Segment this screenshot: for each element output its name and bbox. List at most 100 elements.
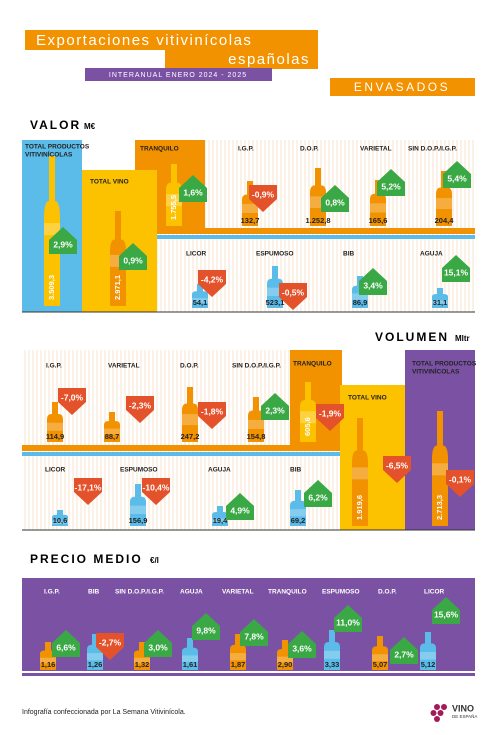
bottle: [300, 382, 316, 442]
item-label: ESPUMOSO: [256, 251, 294, 258]
up-badge: [443, 161, 471, 188]
item-label: TOTAL VINO: [90, 179, 129, 186]
item-label: I.G.P.: [46, 363, 62, 370]
bottle: [324, 630, 340, 670]
item-label: LICOR: [424, 589, 445, 596]
item-label: LICOR: [45, 467, 66, 474]
change: -10,4%: [143, 482, 170, 492]
logo-text: VINO: [452, 703, 474, 713]
bottle-label: [52, 520, 68, 524]
bottle-label: [166, 194, 182, 207]
logo-text: DE ESPAÑA: [452, 713, 477, 719]
down-badge: [198, 270, 226, 297]
bottle: [372, 636, 388, 670]
item-label: VARIETAL: [222, 589, 254, 596]
bottle: [104, 412, 120, 442]
bottle-label: [212, 518, 228, 523]
item-label: D.O.P.: [180, 363, 199, 370]
title-bar: [165, 50, 318, 69]
item-value: 204,4: [435, 216, 455, 225]
up-badge: [304, 480, 332, 507]
up-badge: [179, 175, 207, 202]
item-value: 1,87: [231, 660, 246, 669]
item-value: 5,12: [421, 660, 436, 669]
up-badge: [321, 185, 349, 212]
period: INTERANUAL ENERO 2024 - 2025: [109, 72, 247, 79]
bottle-label: [420, 651, 436, 660]
item-label: D.O.P.: [300, 146, 319, 153]
bottle: [44, 156, 60, 306]
down-badge: [316, 404, 344, 431]
change: -1,8%: [201, 406, 224, 416]
item-value: 1,61: [183, 660, 198, 669]
item-value: 2,90: [278, 660, 293, 669]
bottle: [230, 634, 246, 670]
bottle: [40, 642, 56, 670]
item-label: D.O.P.: [378, 589, 397, 596]
item-label: VITIVINÍCOLAS: [25, 150, 73, 159]
bottle-label: [310, 196, 326, 208]
bottle-label: [370, 203, 386, 213]
item-value: 1,32: [135, 660, 150, 669]
change: -0,1%: [449, 474, 472, 484]
bottle-label: [242, 203, 258, 213]
change: 2,3%: [265, 405, 285, 415]
change: 1,6%: [183, 187, 203, 197]
down-badge: [142, 478, 170, 505]
change: 6,6%: [56, 642, 76, 652]
item-value: 3,33: [325, 660, 340, 669]
change: 9,8%: [196, 625, 216, 635]
up-badge: [144, 630, 172, 657]
bottle-label: [130, 505, 146, 515]
bottle-label: [352, 467, 368, 480]
section-title: VALOR: [30, 118, 81, 132]
item-value: 31,1: [433, 298, 448, 307]
item-value: 19,4: [213, 516, 228, 525]
bottle: [436, 171, 452, 226]
down-badge: [126, 396, 154, 423]
section-title: PRECIO MEDIO: [30, 552, 143, 566]
down-badge: [58, 388, 86, 415]
up-badge: [49, 227, 77, 254]
bottle-label: [87, 653, 103, 661]
bottle-label: [230, 653, 246, 661]
down-badge: [198, 402, 226, 429]
bottle-label: [300, 411, 316, 424]
item-label: TOTAL VINO: [348, 395, 387, 402]
bottle-label: [372, 654, 388, 662]
up-badge: [334, 605, 362, 632]
up-badge: [432, 597, 460, 624]
bottle: [432, 411, 448, 526]
down-badge: [383, 456, 411, 483]
bottle: [182, 387, 198, 442]
item-label: TRANQUILO: [268, 589, 307, 596]
change: 4,9%: [230, 505, 250, 515]
bottle: [212, 506, 228, 526]
bottle: [248, 397, 264, 442]
down-badge: [446, 470, 474, 497]
change: 15,1%: [444, 267, 469, 277]
item-value: 5,07: [373, 660, 388, 669]
bottle-label: [290, 509, 306, 517]
section-unit: M€: [84, 122, 96, 131]
down-badge: [74, 478, 102, 505]
stripe: [155, 228, 475, 234]
up-badge: [119, 243, 147, 270]
item-value: 69,2: [291, 516, 306, 525]
item-value: 86,9: [353, 298, 368, 307]
category-bar: [330, 78, 475, 96]
up-badge: [377, 169, 405, 196]
logo: VINO DE ESPAÑA: [430, 703, 477, 722]
item-value: 1.755,5: [169, 195, 178, 220]
change: 7,8%: [244, 631, 264, 641]
bottle: [192, 284, 208, 308]
item-value: 154,8: [247, 432, 266, 441]
item-label: AGUJA: [208, 467, 231, 474]
bottle-label: [248, 419, 264, 429]
change: -2,7%: [99, 637, 122, 647]
bottle-label: [324, 650, 340, 659]
item-label: SIN D.O.P./I.G.P.: [115, 589, 164, 596]
change: -1,9%: [319, 408, 342, 418]
change: 5,2%: [381, 181, 401, 191]
